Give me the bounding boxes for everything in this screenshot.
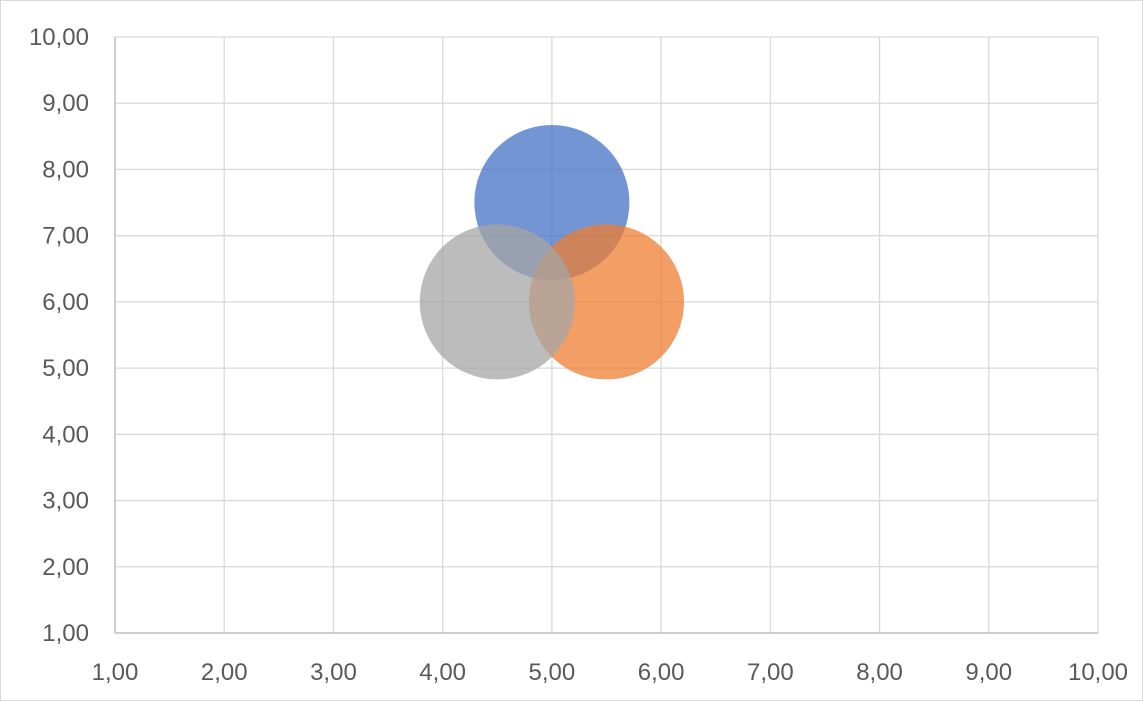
y-tick-label: 7,00 (42, 223, 89, 250)
y-tick-label: 10,00 (29, 24, 89, 51)
y-tick-labels: 1,00 2,00 3,00 4,00 5,00 6,00 7,00 8,00 9,00 10,0… (29, 24, 89, 647)
x-tick-label: 7,00 (747, 659, 794, 686)
x-tick-labels: 1,00 2,00 3,00 4,00 5,00 6,00 7,00 8,00 9,00 10,0… (92, 659, 1128, 686)
y-tick-label: 6,00 (42, 289, 89, 316)
bubble-1 (528, 224, 685, 380)
axis-lines (114, 37, 1098, 634)
x-tick-label: 1,00 (92, 659, 139, 686)
y-tick-label: 9,00 (42, 90, 89, 117)
x-tick-label: 9,00 (965, 659, 1012, 686)
y-tick-label: 3,00 (42, 488, 89, 515)
x-tick-label: 4,00 (419, 659, 466, 686)
y-tick-label: 5,00 (42, 355, 89, 382)
grid-lines (115, 36, 1099, 633)
y-tick-label: 8,00 (42, 156, 89, 183)
x-tick-label: 6,00 (638, 659, 685, 686)
y-tick-label: 4,00 (42, 421, 89, 448)
x-tick-label: 10,00 (1068, 659, 1128, 686)
bubbles (419, 125, 685, 380)
y-tick-label: 1,00 (42, 620, 89, 647)
bubble-2 (419, 224, 575, 380)
x-tick-label: 8,00 (856, 659, 903, 686)
x-tick-label: 2,00 (201, 659, 248, 686)
y-tick-label: 2,00 (42, 554, 89, 581)
x-tick-label: 5,00 (529, 659, 576, 686)
x-tick-label: 3,00 (310, 659, 357, 686)
